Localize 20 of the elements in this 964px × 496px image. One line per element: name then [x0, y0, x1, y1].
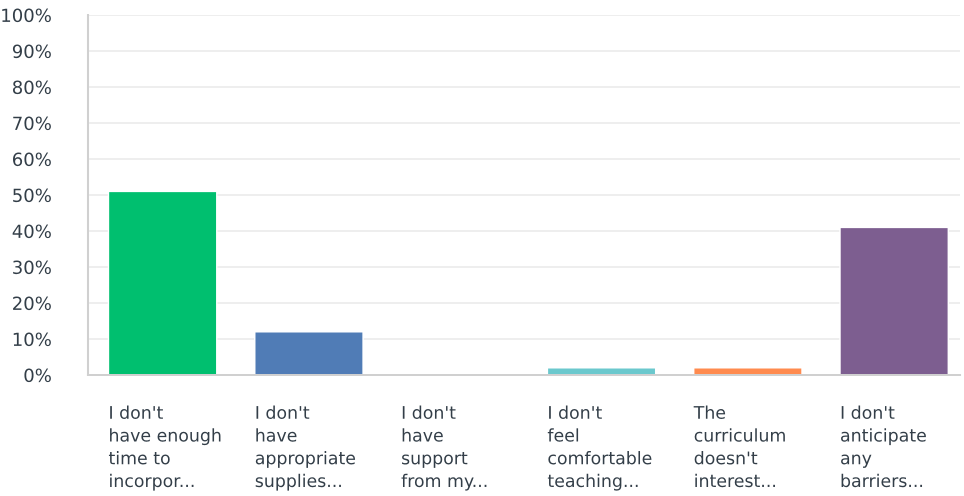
y-tick-label: 30% — [13, 260, 51, 274]
y-tick-label: 0% — [24, 368, 51, 382]
y-tick-label: 40% — [12, 224, 51, 238]
y-tick-label: 20% — [13, 296, 51, 310]
y-tick-label: 60% — [13, 152, 51, 166]
x-tick-label: I don't have appropriate supplies... — [256, 406, 356, 491]
x-tick-label: I don't anticipate any barriers... — [841, 406, 926, 488]
bar — [254, 331, 364, 375]
y-tick-label: 80% — [12, 80, 51, 94]
x-tick-label: I don't feel comfortable teaching... — [548, 406, 652, 491]
x-tick-label: I don't have enough time to incorpor... — [108, 406, 220, 491]
y-tick-label: 10% — [14, 332, 51, 346]
y-tick-label: 100% — [2, 8, 51, 22]
bar — [839, 226, 949, 375]
x-tick-label: I don't have support from my... — [402, 406, 486, 491]
x-tick-label: The curriculum doesn't interest... — [694, 406, 785, 488]
bar — [108, 190, 218, 375]
y-tick-label: 50% — [13, 188, 51, 202]
y-tick-label: 70% — [13, 116, 51, 130]
y-tick-label: 90% — [12, 44, 51, 58]
